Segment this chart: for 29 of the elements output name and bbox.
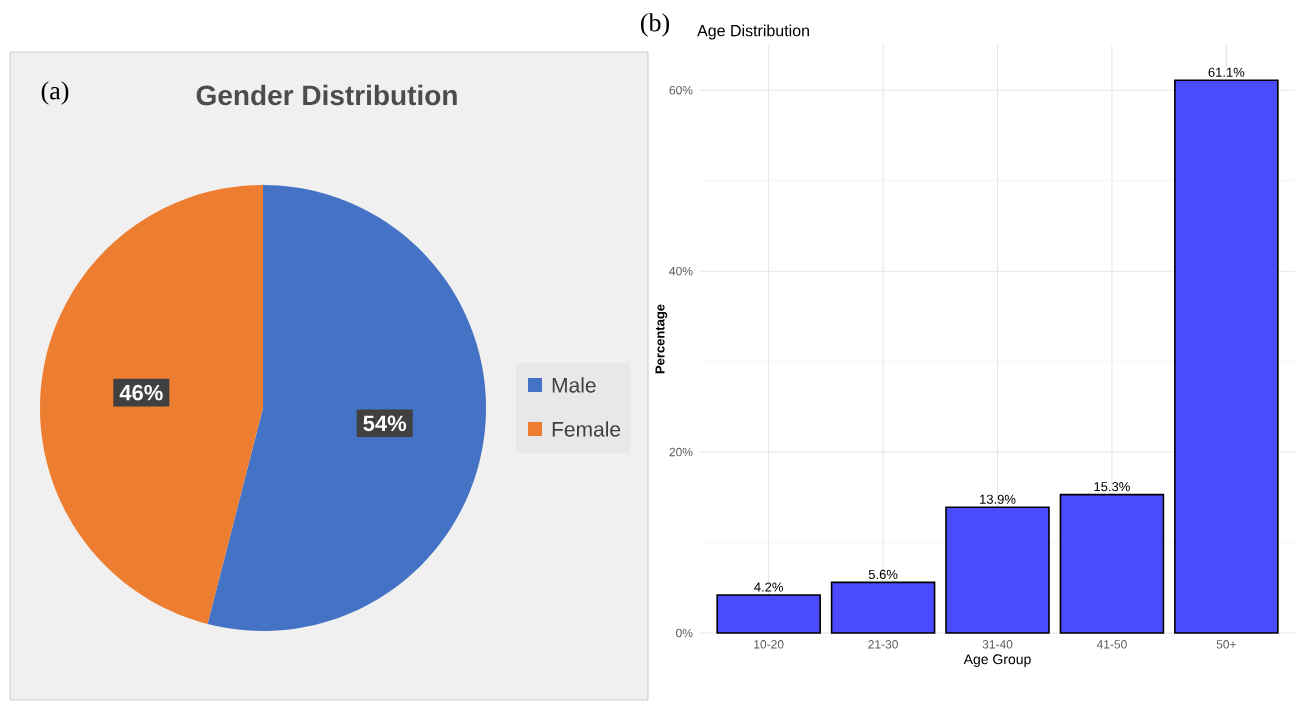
x-tick-label: 41-50 [1096,640,1127,649]
bar [1059,493,1165,634]
x-tick-label: 21-30 [868,640,898,649]
bar [830,581,936,634]
x-tick-label: 31-40 [982,640,1013,649]
x-tick-label: 50+ [1216,640,1236,649]
text: (a) [41,81,69,105]
x-axis-title: Age Group [963,654,1031,667]
x-tick-label: 10-20 [754,640,784,649]
y-tick-label: 0% [676,628,693,638]
chart-title: Gender Distribution [196,84,457,106]
y-tick-label: 60% [669,85,693,95]
data-label: 15.3% [1094,482,1130,492]
data-label: 54% [363,415,407,432]
y-tick-label: 20% [669,447,693,457]
legend-label: Male [552,377,596,393]
data-label: 5.6% [868,569,898,579]
legend-label: Female [552,421,621,437]
data-label: 4.2% [754,582,783,592]
bar [1174,79,1279,634]
bar [945,506,1050,634]
chart-title: Age Distribution [697,24,809,40]
data-label: 46% [119,384,163,401]
data-label: 13.9% [980,494,1016,504]
text: (b) [640,13,670,37]
bar [716,594,821,634]
data-label: 61.1% [1208,67,1245,77]
y-axis-title: Percentage [655,304,668,374]
y-tick-label: 40% [669,266,693,276]
